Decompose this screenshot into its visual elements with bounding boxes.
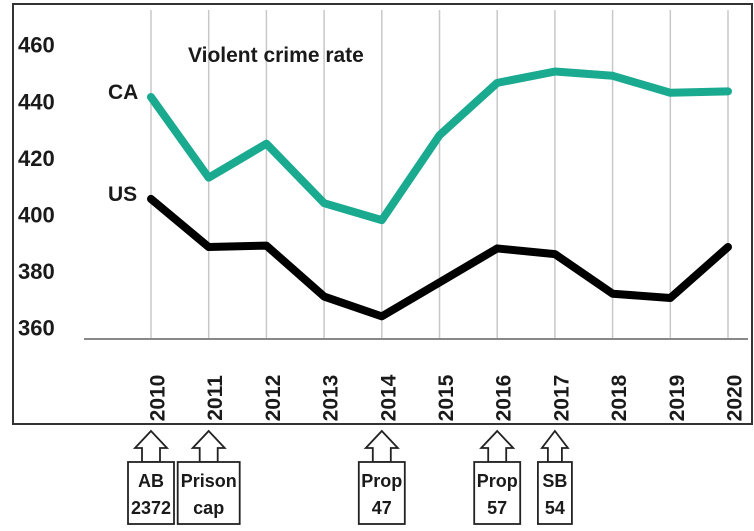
y-tick-label-380: 380 [18, 259, 55, 284]
x-tick-label-2010: 2010 [147, 375, 170, 422]
point-us-2015 [436, 279, 443, 286]
point-ca-2020 [725, 88, 731, 95]
event-arrow-icon [363, 429, 400, 463]
point-us-2019 [667, 294, 674, 301]
x-tick-label-2012: 2012 [262, 375, 285, 422]
series-label-ca: CA [108, 81, 138, 104]
event-arrow-icon [190, 429, 227, 463]
point-us-2011 [205, 244, 212, 251]
event-label-line: 2372 [131, 498, 171, 518]
event-arrow-icon [479, 429, 516, 463]
event-label-line: cap [193, 498, 224, 518]
y-tick-label-420: 420 [18, 146, 55, 171]
point-ca-2015 [436, 132, 443, 139]
point-ca-2012 [263, 140, 270, 147]
event-prop-47: Prop 47 [357, 429, 406, 525]
point-us-2018 [609, 290, 616, 297]
point-ca-2016 [494, 79, 501, 86]
event-box [537, 461, 573, 525]
event-sb-54: SB 54 [537, 429, 573, 525]
point-us-2016 [494, 245, 501, 252]
event-annotations: AB 2372 Prison cap Prop 47 Prop 57 SB 54 [127, 429, 573, 525]
point-us-2010 [148, 195, 154, 202]
point-ca-2013 [321, 200, 328, 207]
event-box [473, 461, 522, 525]
point-us-2012 [263, 242, 270, 249]
x-tick-label-2017: 2017 [550, 375, 573, 422]
event-label-line: 54 [545, 498, 565, 518]
y-tick-label-460: 460 [18, 33, 55, 58]
event-ab-2372: AB 2372 [127, 429, 175, 525]
point-us-2020 [725, 244, 731, 251]
point-ca-2017 [551, 68, 558, 75]
event-label-line: 57 [487, 498, 507, 518]
event-label-line: 47 [372, 498, 392, 518]
point-ca-2011 [205, 174, 212, 181]
event-arrow-icon [132, 429, 170, 463]
y-tick-label-360: 360 [18, 316, 55, 341]
series-label-us: US [108, 183, 137, 206]
event-box [127, 461, 175, 525]
event-arrow-icon [540, 429, 570, 463]
point-ca-2014 [378, 217, 385, 224]
y-tick-label-440: 440 [18, 89, 55, 114]
point-us-2017 [551, 251, 558, 258]
x-tick-label-2016: 2016 [493, 375, 516, 422]
x-axis-ticks: 2010 2011 2012 2013 2014 2015 2016 2017 2018 2019… [147, 374, 747, 421]
event-label-line: Prop [477, 471, 518, 491]
point-ca-2019 [667, 89, 674, 96]
event-label-line: Prop [361, 471, 402, 491]
x-tick-label-2019: 2019 [666, 375, 689, 422]
series-labels: CA US [108, 81, 138, 206]
x-tick-label-2020: 2020 [724, 375, 747, 422]
x-tick-label-2018: 2018 [608, 374, 631, 421]
point-us-2014 [378, 313, 385, 320]
event-box [357, 461, 406, 525]
point-us-2013 [321, 293, 328, 300]
event-prison-cap: Prison cap [176, 429, 241, 525]
event-box [176, 461, 241, 525]
series-lines [147, 67, 732, 321]
y-axis-ticks: 360 380 400 420 440 460 [18, 33, 55, 341]
event-label-line: Prison [181, 471, 237, 491]
x-tick-label-2011: 2011 [204, 375, 227, 421]
chart-title: Violent crime rate [188, 44, 364, 67]
x-tick-label-2015: 2015 [435, 374, 458, 421]
event-label-line: SB [542, 471, 567, 491]
event-label-line: AB [138, 471, 164, 491]
y-tick-label-400: 400 [18, 202, 55, 227]
x-tick-label-2013: 2013 [320, 375, 343, 422]
point-ca-2010 [148, 94, 154, 101]
x-tick-label-2014: 2014 [377, 374, 400, 421]
point-ca-2018 [609, 72, 616, 79]
event-prop-57: Prop 57 [473, 429, 522, 525]
